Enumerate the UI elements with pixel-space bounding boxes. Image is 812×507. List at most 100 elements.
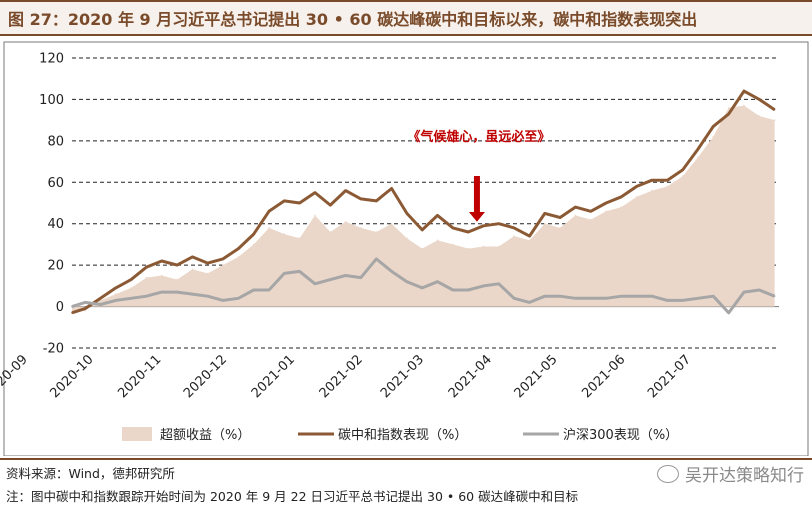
data-point — [329, 231, 332, 233]
data-point — [130, 297, 132, 300]
data-point — [467, 247, 470, 250]
data-point — [605, 297, 607, 300]
data-point — [283, 272, 286, 275]
data-point — [635, 185, 638, 188]
y-tick-label: 20 — [47, 259, 64, 274]
data-point — [160, 291, 163, 293]
data-point — [681, 175, 684, 177]
data-point — [176, 264, 178, 266]
data-point — [605, 202, 607, 204]
x-tick-label: 2021-06 — [579, 352, 628, 401]
data-point — [727, 113, 730, 115]
data-point — [329, 204, 332, 206]
data-point — [237, 256, 240, 258]
wechat-watermark: 吴开达策略知行 — [657, 461, 804, 486]
excess-return-area — [72, 105, 775, 313]
data-point — [712, 135, 715, 138]
data-point — [544, 212, 546, 215]
y-tick-label: 40 — [47, 217, 64, 232]
data-point — [344, 189, 347, 192]
data-point — [605, 210, 607, 213]
data-point — [191, 268, 194, 271]
data-point — [743, 104, 745, 107]
data-point — [421, 247, 424, 250]
data-point — [467, 289, 470, 291]
data-point — [191, 256, 194, 258]
data-point — [452, 227, 454, 229]
data-point — [314, 283, 316, 285]
data-point — [375, 200, 378, 202]
x-tick-label: 2021-07 — [645, 352, 694, 401]
data-point — [375, 231, 378, 233]
data-point — [360, 227, 362, 229]
data-point — [375, 258, 378, 260]
data-point — [528, 235, 531, 237]
data-point — [498, 283, 500, 285]
data-point — [84, 307, 86, 310]
chart-title: 图 27：2020 年 9 月习近平总书记提出 30 • 60 碳达峰碳中和目标… — [8, 10, 698, 29]
data-point — [145, 266, 148, 268]
data-point — [635, 295, 638, 297]
data-point — [482, 245, 485, 248]
data-point — [743, 291, 745, 293]
legend-label-hs300: 沪深300表现（%） — [563, 427, 678, 443]
x-tick-label: 2021-01 — [249, 352, 298, 401]
data-point — [206, 262, 209, 264]
data-point — [360, 198, 362, 200]
data-point — [406, 280, 408, 283]
x-tick-label: 2021-04 — [446, 352, 495, 401]
data-point — [329, 278, 332, 281]
data-point — [237, 247, 240, 250]
data-point — [436, 280, 439, 283]
data-point — [145, 276, 148, 279]
data-point — [651, 295, 653, 297]
data-point — [758, 289, 761, 291]
data-point — [71, 312, 73, 314]
data-point — [145, 295, 148, 297]
data-point — [206, 295, 209, 297]
footnote: 注：图中碳中和指数跟踪开始时间为 2020 年 9 月 22 日习近平总书记提出… — [6, 489, 579, 504]
data-point — [222, 258, 224, 260]
data-point — [222, 299, 224, 302]
data-point — [773, 295, 776, 297]
data-point — [544, 295, 546, 297]
data-point — [773, 119, 776, 121]
data-point — [697, 156, 699, 159]
source-note: 资料来源：Wind，德邦研究所 — [6, 466, 175, 481]
data-point — [206, 272, 209, 275]
data-point — [590, 218, 592, 221]
data-point — [130, 278, 132, 281]
data-point — [697, 148, 699, 150]
data-point — [176, 278, 178, 281]
x-tick-label: 2021-02 — [317, 352, 366, 401]
chart-footer: 资料来源：Wind，德邦研究所 注：图中碳中和指数跟踪开始时间为 2020 年 … — [0, 458, 812, 507]
data-point — [727, 312, 730, 314]
data-point — [513, 297, 515, 300]
x-tick-label: 2021-05 — [512, 352, 561, 401]
data-point — [498, 245, 500, 248]
x-tick-label: 2020-10 — [48, 352, 97, 401]
data-point — [498, 222, 500, 225]
data-point — [452, 289, 454, 291]
data-point — [513, 235, 515, 237]
chart-frame — [3, 41, 809, 456]
data-point — [773, 109, 776, 111]
data-point — [314, 191, 316, 194]
data-point — [574, 214, 577, 217]
legend-swatch-excess — [122, 427, 152, 441]
data-point — [620, 295, 623, 297]
data-point — [436, 239, 439, 242]
data-point — [620, 196, 623, 198]
annotation-arrow-head — [468, 212, 485, 222]
watermark-text: 吴开达策略知行 — [685, 466, 804, 486]
data-point — [482, 225, 485, 227]
data-point — [467, 231, 470, 233]
carbon-neutral-chart: -20 0 20 40 60 80 100 120 2020-09 2020-10 2020-11… — [0, 41, 809, 456]
data-point — [651, 179, 653, 181]
data-point — [697, 297, 699, 300]
data-point — [390, 222, 393, 225]
legend-label-carbon: 碳中和指数表现（%） — [338, 428, 467, 443]
y-tick-label: 60 — [47, 176, 64, 191]
data-point — [252, 289, 255, 291]
data-point — [758, 98, 761, 101]
